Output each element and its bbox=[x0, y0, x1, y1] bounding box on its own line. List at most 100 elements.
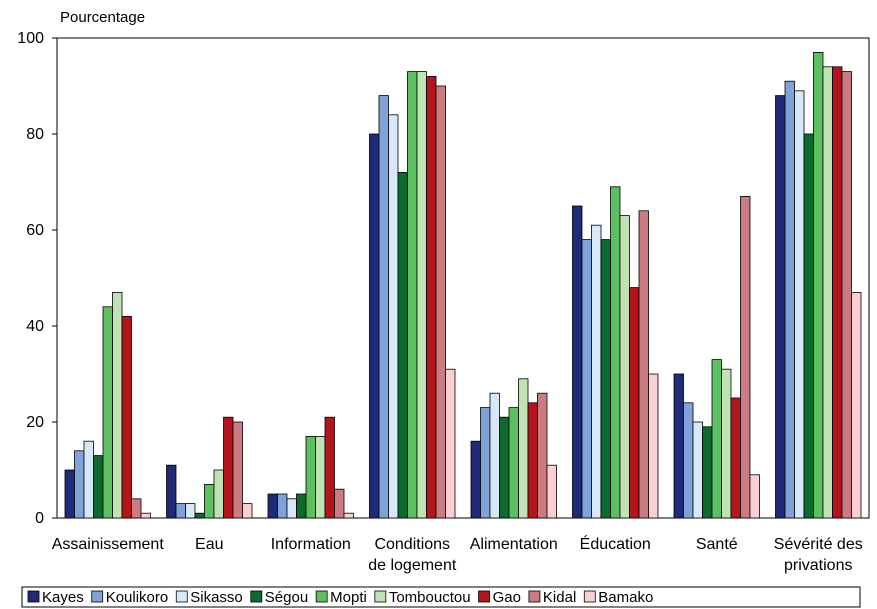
category-label: Éducation bbox=[580, 534, 651, 553]
bar-koulikoro bbox=[683, 402, 694, 519]
bar-mopti bbox=[407, 71, 418, 519]
legend-swatch-ségou bbox=[250, 590, 263, 603]
bar-koulikoro bbox=[378, 95, 389, 519]
bar-sikasso bbox=[286, 498, 297, 519]
plot-area: 0 20 40 60 80 100 Assainissement Eau Information… bbox=[17, 30, 870, 574]
bar-kidal bbox=[740, 195, 751, 519]
category-label: Information bbox=[271, 536, 351, 553]
legend-label-gao: Gao bbox=[493, 589, 521, 606]
bar-kidal bbox=[435, 85, 446, 519]
bar-sikasso bbox=[83, 440, 94, 519]
legend-swatch-bamako bbox=[583, 590, 596, 603]
bar-koulikoro bbox=[74, 450, 85, 519]
bar-ségou bbox=[194, 512, 205, 519]
bar-kidal bbox=[841, 71, 852, 519]
bar-sikasso bbox=[388, 114, 399, 519]
bar-kayes bbox=[64, 469, 75, 519]
bar-koulikoro bbox=[480, 407, 491, 519]
legend-swatch-kidal bbox=[528, 590, 541, 603]
bar-gao bbox=[121, 315, 132, 519]
bar-bamako bbox=[648, 373, 659, 519]
bar-gao bbox=[629, 287, 640, 519]
legend-label-kayes: Kayes bbox=[42, 589, 84, 606]
bar-koulikoro bbox=[175, 503, 186, 519]
bar-kayes bbox=[369, 133, 380, 519]
bar-gao bbox=[832, 66, 843, 519]
bar-gao bbox=[527, 402, 538, 519]
bar-ségou bbox=[803, 133, 814, 519]
bar-kayes bbox=[166, 464, 177, 519]
bar-kidal bbox=[232, 421, 243, 519]
bar-tombouctou bbox=[822, 66, 833, 519]
bar-ségou bbox=[296, 493, 307, 519]
y-tick-label: 100 bbox=[17, 30, 44, 47]
legend-frame bbox=[21, 586, 861, 608]
legend-swatch-tombouctou bbox=[374, 590, 387, 603]
category-label: de logement bbox=[368, 557, 457, 574]
y-tick-label: 40 bbox=[26, 318, 44, 335]
bar-bamako bbox=[343, 512, 354, 519]
bar-mopti bbox=[813, 52, 824, 519]
bar-kayes bbox=[775, 95, 786, 519]
legend-label-bamako: Bamako bbox=[598, 589, 653, 606]
bar-tombouctou bbox=[112, 291, 123, 519]
bar-mopti bbox=[711, 359, 722, 519]
bar-sikasso bbox=[692, 421, 703, 519]
bar-sikasso bbox=[489, 392, 500, 519]
legend-label-kidal: Kidal bbox=[543, 589, 576, 606]
bar-mopti bbox=[102, 306, 113, 519]
bar-sikasso bbox=[794, 90, 805, 519]
bar-tombouctou bbox=[619, 215, 630, 519]
legend-label-ségou: Ségou bbox=[265, 589, 308, 606]
bar-kayes bbox=[673, 373, 684, 519]
bar-sikasso bbox=[591, 224, 602, 519]
legend: Kayes Koulikoro Sikasso Ségou Mopti Tomboucto… bbox=[21, 586, 861, 608]
bar-koulikoro bbox=[277, 493, 288, 519]
bar-sikasso bbox=[185, 503, 196, 519]
y-tick-label: 60 bbox=[26, 222, 44, 239]
legend-swatch-mopti bbox=[315, 590, 328, 603]
plot-frame bbox=[56, 37, 870, 519]
bar-kidal bbox=[638, 210, 649, 519]
category-label: Conditions bbox=[374, 536, 450, 553]
bar-mopti bbox=[508, 407, 519, 519]
bar-ségou bbox=[93, 455, 104, 519]
bar-mopti bbox=[204, 483, 215, 519]
legend-label-mopti: Mopti bbox=[330, 589, 367, 606]
bar-koulikoro bbox=[784, 80, 795, 519]
bar-tombouctou bbox=[315, 435, 326, 519]
bar-mopti bbox=[305, 435, 316, 519]
legend-label-koulikoro: Koulikoro bbox=[106, 589, 169, 606]
bar-bamako bbox=[140, 512, 151, 519]
bar-kayes bbox=[267, 493, 278, 519]
bar-gao bbox=[223, 416, 234, 519]
legend-swatch-koulikoro bbox=[91, 590, 104, 603]
category-label: Alimentation bbox=[470, 536, 558, 553]
y-axis-label: Pourcentage bbox=[60, 9, 145, 26]
bar-ségou bbox=[499, 416, 510, 519]
bar-gao bbox=[730, 397, 741, 519]
bar-ségou bbox=[600, 239, 611, 519]
bar-kidal bbox=[334, 488, 345, 519]
bar-kidal bbox=[131, 498, 142, 519]
bar-ségou bbox=[397, 171, 408, 519]
bar-tombouctou bbox=[213, 469, 224, 519]
bar-tombouctou bbox=[518, 378, 529, 519]
bar-bamako bbox=[242, 503, 253, 519]
category-label: Eau bbox=[195, 536, 223, 553]
category-label: Santé bbox=[696, 536, 738, 553]
legend-label-tombouctou: Tombouctou bbox=[389, 589, 471, 606]
bar-kayes bbox=[572, 205, 583, 519]
y-tick-label: 0 bbox=[35, 510, 44, 527]
bar-kidal bbox=[537, 392, 548, 519]
bar-mopti bbox=[610, 186, 621, 519]
bar-bamako bbox=[445, 368, 456, 519]
bar-bamako bbox=[546, 464, 557, 519]
legend-label-sikasso: Sikasso bbox=[190, 589, 243, 606]
legend-swatch-gao bbox=[478, 590, 490, 603]
legend-swatch-kayes bbox=[27, 590, 40, 603]
bar-ségou bbox=[702, 426, 713, 519]
bar-koulikoro bbox=[581, 239, 592, 519]
bar-gao bbox=[324, 416, 335, 519]
